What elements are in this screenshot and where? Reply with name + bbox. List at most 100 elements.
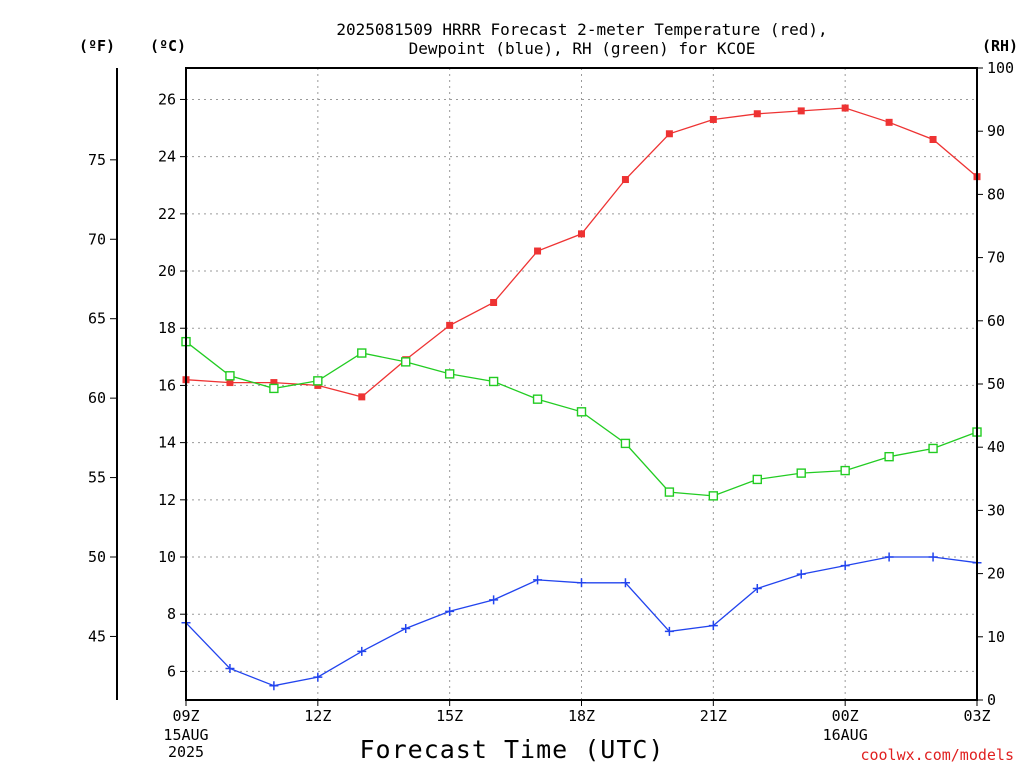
rh-unit-label: (RH) <box>982 37 1018 55</box>
celsius-tick-label: 16 <box>158 376 176 394</box>
temperature-point <box>665 130 673 138</box>
x-tick-label: 03Z <box>963 707 990 725</box>
celsius-tick-label: 10 <box>158 548 176 566</box>
dewpoint-point <box>225 664 235 674</box>
celsius-tick-label: 20 <box>158 262 176 280</box>
temperature-point <box>270 379 278 387</box>
dewpoint-point <box>489 595 499 605</box>
dewpoint-point <box>752 583 762 593</box>
rh-point <box>708 491 719 501</box>
rh-series <box>181 336 982 501</box>
fahrenheit-tick-label: 65 <box>88 310 106 328</box>
temperature-point <box>578 230 585 238</box>
dewpoint-point <box>928 552 938 562</box>
rh-tick-label: 50 <box>987 375 1005 393</box>
celsius-tick-label: 12 <box>158 491 176 509</box>
rh-tick-label: 80 <box>987 185 1005 203</box>
rh-point <box>840 465 850 476</box>
celsius-tick-label: 6 <box>167 662 176 680</box>
temperature-point <box>709 115 717 123</box>
rh-point <box>620 438 631 449</box>
rh-tick-label: 100 <box>987 59 1014 77</box>
fahrenheit-tick-label: 60 <box>88 389 106 407</box>
celsius-tick-label: 14 <box>158 434 176 452</box>
x-axis-title: Forecast Time (UTC) <box>360 735 665 764</box>
rh-point <box>532 394 543 404</box>
dewpoint-point <box>401 624 411 634</box>
temperature-point <box>797 107 805 115</box>
fahrenheit-tick-label: 50 <box>88 548 106 566</box>
credit-text: coolwx.com/models <box>860 746 1014 764</box>
temperature-point <box>358 393 366 401</box>
dewpoint-point <box>269 681 279 691</box>
dewpoint-point <box>840 561 850 571</box>
chart-title-line-2: Dewpoint (blue), RH (green) for KCOE <box>409 39 756 58</box>
fahrenheit-unit-label: (ºF) <box>79 37 115 55</box>
dewpoint-point <box>796 569 806 579</box>
rh-tick-label: 60 <box>987 312 1005 330</box>
celsius-unit-label: (ºC) <box>150 37 186 55</box>
rh-tick-label: 20 <box>987 565 1005 583</box>
rh-line <box>185 341 978 497</box>
x-date-label: 15AUG <box>163 726 208 744</box>
celsius-tick-label: 22 <box>158 205 176 223</box>
rh-point <box>664 487 675 497</box>
x-date-label: 2025 <box>168 743 204 761</box>
dewpoint-point <box>577 578 586 588</box>
rh-point <box>269 383 279 394</box>
temperature-line <box>185 107 978 398</box>
dewpoint-point <box>313 672 323 682</box>
dewpoint-point <box>708 621 718 631</box>
dewpoint-point <box>884 552 894 562</box>
rh-tick-label: 10 <box>987 628 1005 646</box>
chart-title-line-1: 2025081509 HRRR Forecast 2-meter Tempera… <box>336 20 827 39</box>
rh-point <box>884 451 894 462</box>
temperature-point <box>490 298 498 306</box>
temperature-point <box>753 110 761 118</box>
temperature-point <box>929 135 937 143</box>
dewpoint-point <box>445 606 455 616</box>
series-layer <box>181 104 982 691</box>
temperature-point <box>841 104 849 112</box>
dewpoint-point <box>533 575 543 585</box>
celsius-tick-label: 24 <box>158 148 176 166</box>
temperature-point <box>885 118 893 126</box>
fahrenheit-tick-label: 45 <box>88 627 106 645</box>
rh-point <box>576 407 587 417</box>
dewpoint-point <box>620 578 630 588</box>
rh-point <box>313 376 323 386</box>
rh-point <box>488 376 499 387</box>
rh-tick-label: 30 <box>987 501 1005 519</box>
rh-tick-label: 0 <box>987 691 996 709</box>
x-tick-label: 00Z <box>832 707 859 725</box>
fahrenheit-tick-label: 75 <box>88 151 106 169</box>
dewpoint-point <box>357 646 367 656</box>
fahrenheit-tick-label: 55 <box>88 469 106 487</box>
temperature-series <box>182 104 981 401</box>
rh-point <box>928 443 938 454</box>
dewpoint-point <box>664 626 674 636</box>
x-tick-label: 09Z <box>172 707 199 725</box>
temperature-point <box>446 321 454 329</box>
rh-tick-label: 90 <box>987 122 1005 140</box>
x-tick-label: 15Z <box>436 707 463 725</box>
rh-point <box>225 371 235 381</box>
rh-point <box>444 369 455 379</box>
rh-point <box>401 357 411 367</box>
temperature-point <box>534 247 542 255</box>
x-date-label: 16AUG <box>823 726 868 744</box>
celsius-tick-label: 26 <box>158 90 176 108</box>
x-tick-label: 21Z <box>700 707 727 725</box>
x-tick-label: 18Z <box>568 707 595 725</box>
fahrenheit-tick-label: 70 <box>88 230 106 248</box>
temperature-point <box>621 176 629 184</box>
dewpoint-series <box>181 552 982 691</box>
celsius-tick-label: 18 <box>158 319 176 337</box>
rh-tick-label: 40 <box>987 438 1005 456</box>
celsius-tick-label: 8 <box>167 605 176 623</box>
x-tick-label: 12Z <box>304 707 331 725</box>
rh-tick-label: 70 <box>987 249 1005 267</box>
rh-point <box>752 474 762 485</box>
